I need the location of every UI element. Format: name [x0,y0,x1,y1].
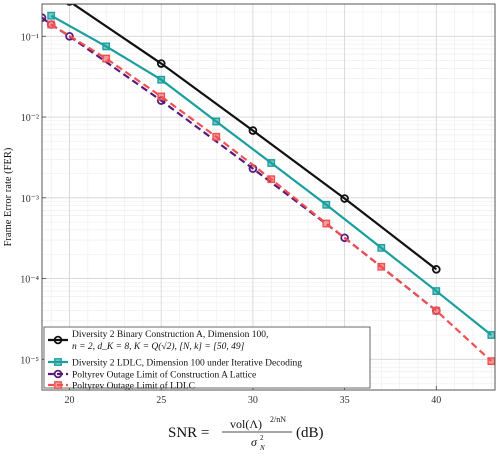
legend-entry-label: Poltyrev Outage Limit of Construction A … [72,370,256,381]
data-point [432,265,441,274]
data-point [157,75,166,84]
grid [42,4,495,390]
data-point [102,54,111,63]
data-point [322,219,331,228]
legend-swatch-marker [54,381,62,389]
legend-swatch-marker [54,358,62,366]
legend-entry-label: Diversity 2 LDLC, Dimension 100 under It… [72,359,302,369]
legend-entry-label: Poltyrev Outage Limit of LDLC [72,381,195,392]
x-tick-label: 20 [65,395,75,406]
x-axis-label: SNR = vol(Λ) 2/nN σ 2 N (dB) [168,415,324,452]
legend-entry-label-line2: n = 2, d_K = 8, K = Q(√2), [N, k] = [50,… [72,341,245,352]
series-line [71,4,437,271]
y-tick-label: 10⁻¹ [21,32,39,43]
y-axis-label: Frame Error rate (FER) [3,147,14,246]
data-point [267,175,276,184]
data-point [248,126,258,135]
y-tick-label: 10⁻³ [21,194,39,205]
data-point [156,59,166,68]
legend-entry-label: Diversity 2 Binary Construction A, Dimen… [72,330,268,340]
x-label-denominator-sub: N [259,444,265,452]
legend-swatch-marker [53,369,63,379]
x-label-denominator-sup: 2 [260,434,264,442]
x-tick-label: 40 [431,395,441,406]
data-point [432,287,441,295]
series-3 [47,20,495,366]
data-point [42,13,47,22]
y-tick-label: 10⁻² [21,113,39,124]
y-tick-label: 10⁻⁴ [20,275,39,286]
data-point [212,117,221,126]
data-point [47,20,56,29]
data-point [487,357,495,366]
series-0 [66,4,441,274]
axis-labels: Frame Error rate (FER) SNR = vol(Λ) 2/nN σ 2 N… [3,147,324,452]
data-point [267,159,276,167]
x-label-unit: (dB) [296,425,324,441]
data-point [212,132,221,141]
x-tick-label: 30 [248,395,258,406]
data-point [322,200,331,209]
data-point [102,42,111,51]
data-point [157,92,166,101]
data-point [340,233,349,243]
x-label-numerator-exponent: 2/nN [270,415,286,424]
data-point [487,331,495,339]
x-tick-label: 25 [156,395,166,406]
data-point [47,11,56,20]
data-point [340,194,349,203]
plot-frame [41,3,496,391]
data-point [377,262,386,271]
x-label-numerator: vol(Λ) [230,417,262,431]
x-label-denominator: σ [251,435,258,449]
x-tick-label: 35 [340,395,350,406]
data-point [66,4,73,6]
legend: Diversity 2 Binary Construction A, Dimen… [43,326,371,392]
series-1 [47,11,495,339]
legend-box [43,326,371,389]
series-layer [42,4,495,366]
data-point [65,32,74,41]
data-point [432,306,441,315]
y-tick-label: 10⁻⁵ [20,355,39,366]
x-label-prefix: SNR = [168,425,209,441]
legend-swatch-marker [53,335,63,345]
axes: 20 25 30 35 40 10⁻⁵ 10⁻⁴ 10⁻³ 10⁻² 10⁻¹ [20,3,496,406]
data-point [377,243,386,252]
